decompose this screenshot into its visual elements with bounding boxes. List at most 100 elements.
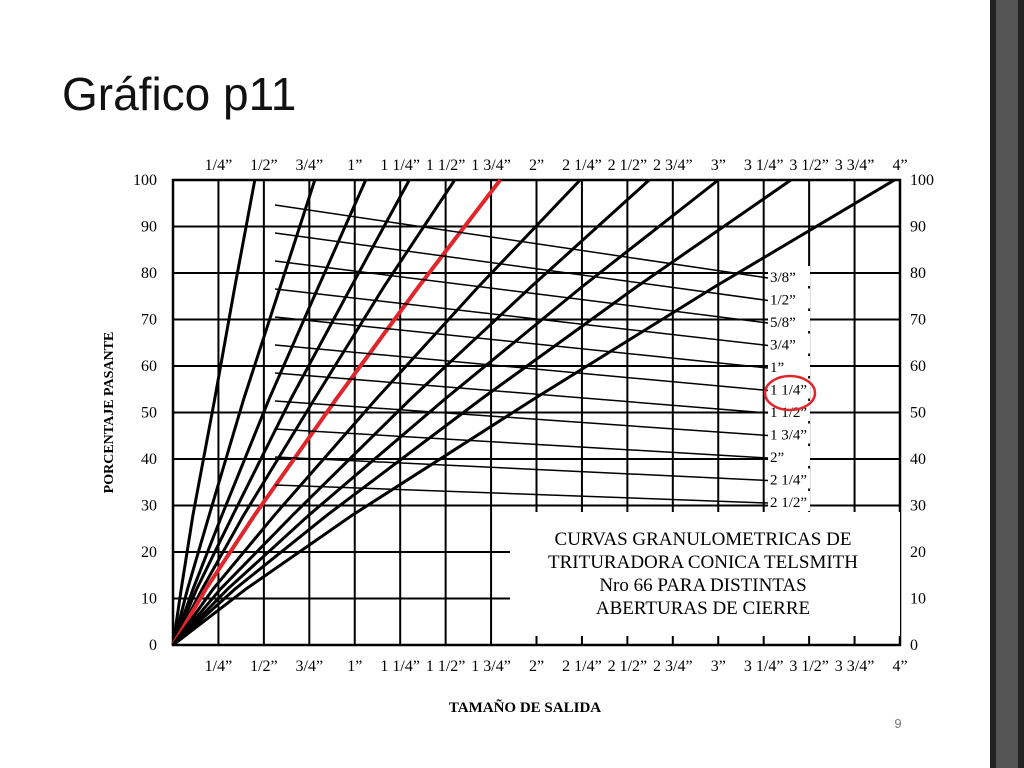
x-tick-label: 1/4” [205, 658, 233, 675]
highlight-circle [763, 374, 817, 412]
legend-label: 5/8” [770, 315, 796, 331]
x-tick-label-top: 1” [347, 157, 362, 174]
x-tick-label-top: 4” [892, 157, 907, 174]
x-tick-label-top: 1 1/2” [426, 157, 466, 174]
x-tick-label-top: 3 3/4” [835, 157, 875, 174]
x-tick-label: 2 1/2” [608, 658, 648, 675]
x-tick-label-top: 2 1/2” [608, 157, 648, 174]
y-tick-label: 20 [141, 544, 157, 561]
legend-bg [768, 491, 810, 511]
legend-label: 2 1/2” [770, 495, 807, 511]
legend-bg [768, 311, 810, 331]
x-tick-label: 1” [347, 658, 362, 675]
data-line [171, 178, 651, 646]
legend-guide [274, 344, 769, 392]
x-tick-label: 4” [892, 658, 907, 675]
x-tick-label-top: 3” [711, 157, 726, 174]
y-tick-label-right: 20 [910, 544, 926, 561]
y-tick-label: 70 [141, 312, 157, 329]
y-tick-label-right: 40 [910, 451, 926, 468]
legend-label: 3/8” [770, 270, 796, 286]
y-tick-label-right: 50 [910, 405, 926, 422]
y-tick-label-right: 90 [910, 219, 926, 236]
x-axis-label: TAMAÑO DE SALIDA [449, 698, 601, 716]
x-tick-label-top: 3 1/4” [744, 157, 784, 174]
side-stripe-texture [996, 0, 1018, 768]
y-tick-label-right: 80 [910, 265, 926, 282]
y-tick-label-right: 30 [910, 498, 926, 515]
x-tick-label-top: 1/4” [205, 157, 233, 174]
data-line [171, 179, 368, 646]
x-tick-label-top: 3 1/2” [789, 157, 829, 174]
x-tick-label: 1/2” [250, 658, 278, 675]
legend-label: 1/2” [770, 293, 796, 309]
legend-bg [768, 266, 810, 286]
x-tick-label: 3/4” [296, 658, 324, 675]
x-tick-label: 3” [711, 658, 726, 675]
legend-label: 1 3/4” [770, 428, 807, 444]
legend-guide [274, 400, 769, 437]
x-tick-label: 3 1/2” [789, 658, 829, 675]
page-number: 9 [894, 716, 901, 731]
legend-label: 2” [770, 450, 784, 466]
legend-label: 3/4” [770, 338, 796, 354]
y-tick-label-right: 100 [910, 172, 934, 189]
annotation-line: Nro 66 PARA DISTINTAS [599, 575, 806, 596]
data-line [172, 178, 896, 647]
legend-guide [274, 316, 769, 369]
data-line [171, 179, 257, 646]
legend-guide [274, 204, 769, 279]
data-line [171, 179, 317, 646]
data-line [171, 178, 792, 647]
y-tick-label: 10 [141, 591, 157, 608]
x-tick-label-top: 2 3/4” [653, 157, 693, 174]
y-tick-label-right: 60 [910, 358, 926, 375]
x-tick-label-top: 1 1/4” [380, 157, 420, 174]
legend-bg [768, 423, 810, 444]
legend-guide [274, 288, 769, 347]
x-tick-label: 1 3/4” [471, 658, 511, 675]
legend-bg [768, 356, 810, 376]
x-tick-label-top: 3/4” [296, 157, 324, 174]
y-tick-label: 0 [149, 637, 157, 654]
y-tick-label: 100 [133, 172, 157, 189]
legend-label: 2 1/4” [770, 473, 807, 489]
x-tick-label: 3 1/4” [744, 658, 784, 675]
y-tick-label-right: 0 [910, 637, 918, 654]
legend-label: 1 1/4” [770, 383, 807, 399]
slide-title: Gráfico p11 [62, 68, 296, 120]
legend-bg [768, 288, 810, 309]
x-tick-label-top: 1 3/4” [471, 157, 511, 174]
legend-guide [274, 456, 769, 482]
legend-label: 1” [770, 360, 784, 376]
legend-bg [768, 446, 810, 466]
x-tick-label-top: 2” [529, 157, 544, 174]
data-line [171, 179, 411, 646]
annotation-box [510, 512, 900, 636]
annotation-line: TRITURADORA CONICA TELSMITH [548, 552, 858, 573]
data-line [171, 178, 582, 646]
legend-bg [768, 468, 810, 489]
y-tick-label: 30 [141, 498, 157, 515]
x-tick-label: 2 1/4” [562, 658, 602, 675]
x-tick-label: 1 1/4” [380, 658, 420, 675]
x-tick-label: 3 3/4” [835, 658, 875, 675]
y-tick-label: 60 [141, 358, 157, 375]
legend-bg [768, 378, 810, 399]
annotation-line: ABERTURAS DE CIERRE [596, 598, 810, 619]
legend-guide [274, 232, 769, 302]
legend-bg [768, 333, 810, 354]
y-tick-label: 90 [141, 219, 157, 236]
data-line [171, 178, 720, 647]
y-tick-label: 40 [141, 451, 157, 468]
annotation-line: CURVAS GRANULOMETRICAS DE [555, 529, 852, 550]
x-tick-label-top: 2 1/4” [562, 157, 602, 174]
y-axis-label: PORCENTAJE PASANTE [102, 332, 117, 494]
chart: 0 0 10 10 20 20 30 30 40 40 50 50 60 60 70 70 80 80 90 90 10… [102, 157, 934, 716]
legend-guide [274, 260, 769, 324]
y-tick-label-right: 10 [910, 591, 926, 608]
legend-guide [274, 484, 769, 504]
